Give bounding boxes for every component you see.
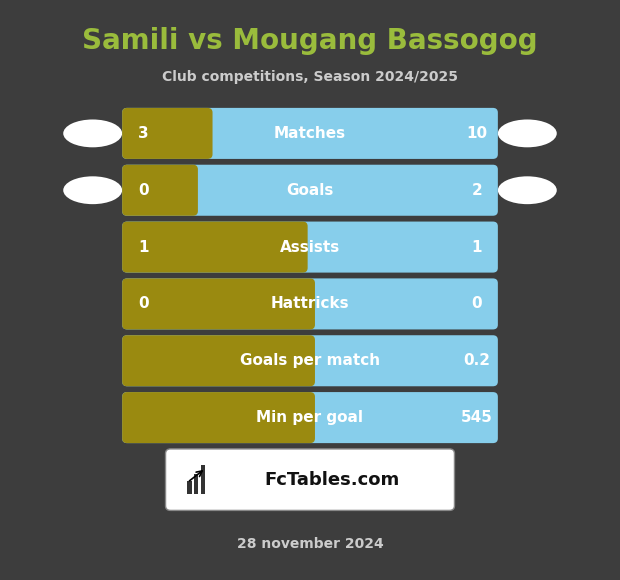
FancyBboxPatch shape: [122, 392, 498, 443]
Bar: [201, 465, 205, 494]
Text: Matches: Matches: [274, 126, 346, 141]
Ellipse shape: [498, 176, 557, 204]
FancyBboxPatch shape: [122, 392, 315, 443]
FancyBboxPatch shape: [122, 108, 213, 159]
FancyBboxPatch shape: [122, 222, 498, 273]
FancyBboxPatch shape: [122, 335, 498, 386]
Text: 0: 0: [471, 296, 482, 311]
Text: 0.2: 0.2: [463, 353, 490, 368]
Text: Goals per match: Goals per match: [240, 353, 380, 368]
FancyBboxPatch shape: [122, 165, 498, 216]
Ellipse shape: [498, 119, 557, 147]
FancyBboxPatch shape: [122, 165, 198, 216]
Text: 0: 0: [138, 296, 149, 311]
FancyBboxPatch shape: [122, 278, 315, 329]
Ellipse shape: [63, 176, 122, 204]
Text: 3: 3: [138, 126, 149, 141]
Text: 0: 0: [138, 183, 149, 198]
Text: Hattricks: Hattricks: [271, 296, 349, 311]
Text: Goals: Goals: [286, 183, 334, 198]
Text: FcTables.com: FcTables.com: [265, 470, 400, 489]
Text: 1: 1: [472, 240, 482, 255]
FancyBboxPatch shape: [122, 335, 315, 386]
FancyBboxPatch shape: [122, 108, 498, 159]
Text: Assists: Assists: [280, 240, 340, 255]
FancyBboxPatch shape: [166, 449, 454, 510]
FancyBboxPatch shape: [122, 278, 498, 329]
Bar: [194, 474, 198, 494]
Text: Samili vs Mougang Bassogog: Samili vs Mougang Bassogog: [82, 27, 538, 55]
Text: 10: 10: [466, 126, 487, 141]
Text: Club competitions, Season 2024/2025: Club competitions, Season 2024/2025: [162, 70, 458, 84]
Text: 545: 545: [461, 410, 493, 425]
Text: 1: 1: [138, 240, 148, 255]
Bar: [187, 481, 192, 494]
Text: 28 november 2024: 28 november 2024: [237, 537, 383, 551]
Text: Min per goal: Min per goal: [257, 410, 363, 425]
FancyBboxPatch shape: [122, 222, 308, 273]
Text: 2: 2: [471, 183, 482, 198]
Ellipse shape: [63, 119, 122, 147]
